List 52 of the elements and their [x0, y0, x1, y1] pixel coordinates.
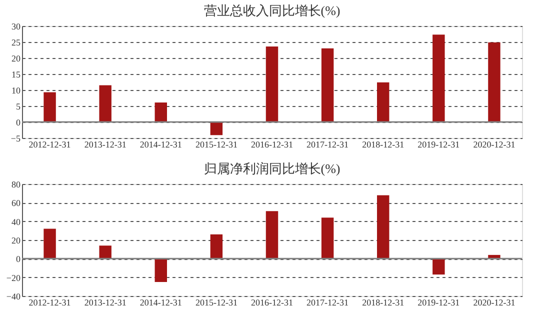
bar	[154, 258, 167, 282]
y-tick-label: 15	[12, 70, 21, 80]
bar	[154, 102, 167, 122]
y-tick-label: −40	[6, 292, 21, 302]
x-tick-label: 2015-12-31	[195, 298, 238, 308]
y-tick-label: 0	[16, 254, 21, 264]
bar	[432, 34, 445, 122]
y-tick-label: 10	[12, 86, 21, 96]
y-tick-label: 20	[12, 236, 21, 246]
x-tick-label: 2018-12-31	[362, 298, 404, 308]
bar	[377, 82, 390, 122]
bar	[210, 234, 223, 259]
y-tick-label: 60	[12, 198, 21, 208]
y-tick-label: 80	[12, 180, 21, 190]
y-tick-label: −20	[6, 272, 21, 283]
y-tick-label: −5	[10, 134, 21, 144]
bar	[210, 122, 223, 136]
y-tick-label: 20	[12, 54, 21, 64]
y-tick-label: 30	[12, 22, 21, 32]
y-tick-label: 40	[12, 216, 21, 227]
x-tick-label: 2013-12-31	[84, 140, 126, 150]
bar	[377, 195, 390, 259]
bar	[99, 246, 112, 259]
x-tick-label: 2020-12-31	[473, 298, 516, 308]
x-tick-label: 2014-12-31	[140, 140, 182, 150]
x-tick-label: 2012-12-31	[28, 298, 71, 308]
x-tick-label: 2019-12-31	[418, 298, 460, 308]
bar	[488, 42, 500, 122]
bar	[321, 218, 334, 259]
y-tick-label: 5	[16, 102, 21, 112]
x-tick-label: 2019-12-31	[418, 140, 460, 150]
x-tick-label: 2017-12-31	[306, 140, 349, 150]
chart-title: 营业总收入同比增长(%)	[204, 3, 340, 18]
chart-title: 归属净利润同比增长(%)	[204, 161, 340, 176]
bar	[44, 228, 56, 259]
x-tick-label: 2020-12-31	[473, 140, 516, 150]
x-tick-label: 2016-12-31	[251, 298, 293, 308]
bar	[266, 46, 278, 122]
x-tick-label: 2014-12-31	[140, 298, 182, 308]
x-tick-label: 2013-12-31	[84, 298, 126, 308]
y-tick-label: 0	[16, 118, 21, 128]
x-tick-label: 2012-12-31	[28, 140, 71, 150]
x-tick-label: 2017-12-31	[306, 298, 349, 308]
y-tick-label: 25	[12, 38, 21, 48]
x-tick-label: 2016-12-31	[251, 140, 293, 150]
bar	[432, 258, 445, 275]
x-tick-label: 2015-12-31	[195, 140, 238, 150]
bar	[321, 48, 334, 122]
bar	[44, 92, 56, 122]
bar	[99, 85, 112, 122]
x-tick-label: 2018-12-31	[362, 140, 404, 150]
bar	[266, 211, 278, 259]
